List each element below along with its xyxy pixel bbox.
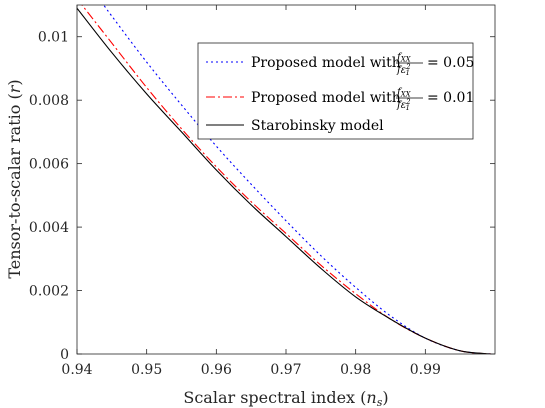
legend-value-1: = 0.05 — [427, 55, 474, 71]
legend-value-2: = 0.01 — [427, 90, 474, 106]
x-axis-label-close: ) — [382, 388, 388, 407]
x-tick-label: 0.98 — [340, 362, 371, 378]
legend-fraction-denominator: fε2 1 — [396, 98, 411, 112]
x-axis-label: Scalar spectral index (ns) — [183, 388, 388, 408]
y-tick-label: 0.006 — [29, 157, 69, 173]
legend-label-2: Proposed model with — [251, 90, 401, 106]
x-axis-label-main: Scalar spectral index ( — [183, 388, 366, 407]
series-line-1 — [102, 5, 492, 354]
y-axis-label-main: Tensor-to-scalar ratio ( — [5, 93, 24, 278]
y-axis-label-var: r — [5, 84, 24, 93]
y-tick-label: 0.01 — [38, 30, 69, 46]
series-line-3 — [77, 7, 492, 354]
y-tick-label: 0.004 — [29, 220, 69, 236]
x-tick-label: 0.99 — [410, 362, 441, 378]
series-layer — [77, 5, 492, 354]
ticks-layer: 0.94 0.95 0.96 0.97 0.98 0.99 0 0.002 0.004 0.006… — [29, 5, 495, 378]
legend-fraction-denominator: fε2 1 — [396, 63, 411, 77]
y-axis-label: Tensor-to-scalar ratio (r) — [5, 79, 24, 278]
x-tick-label: 0.97 — [270, 362, 301, 378]
x-tick-label: 0.95 — [131, 362, 162, 378]
y-tick-label: 0.008 — [29, 93, 69, 109]
x-axis-label-var: n — [366, 388, 376, 407]
y-tick-label: 0 — [60, 347, 69, 363]
legend-fraction-numerator: fXX — [396, 87, 412, 99]
legend-box — [197, 42, 474, 140]
x-tick-label: 0.94 — [61, 362, 92, 378]
x-axis-label-sub: s — [377, 396, 383, 408]
y-axis-label-close: ) — [5, 79, 24, 85]
legend-fraction-numerator: fXX — [396, 52, 412, 64]
legend-label-1: Proposed model with — [251, 55, 401, 71]
legend-label-3: Starobinsky model — [251, 118, 384, 134]
y-tick-label: 0.002 — [29, 284, 69, 300]
x-tick-label: 0.96 — [201, 362, 232, 378]
